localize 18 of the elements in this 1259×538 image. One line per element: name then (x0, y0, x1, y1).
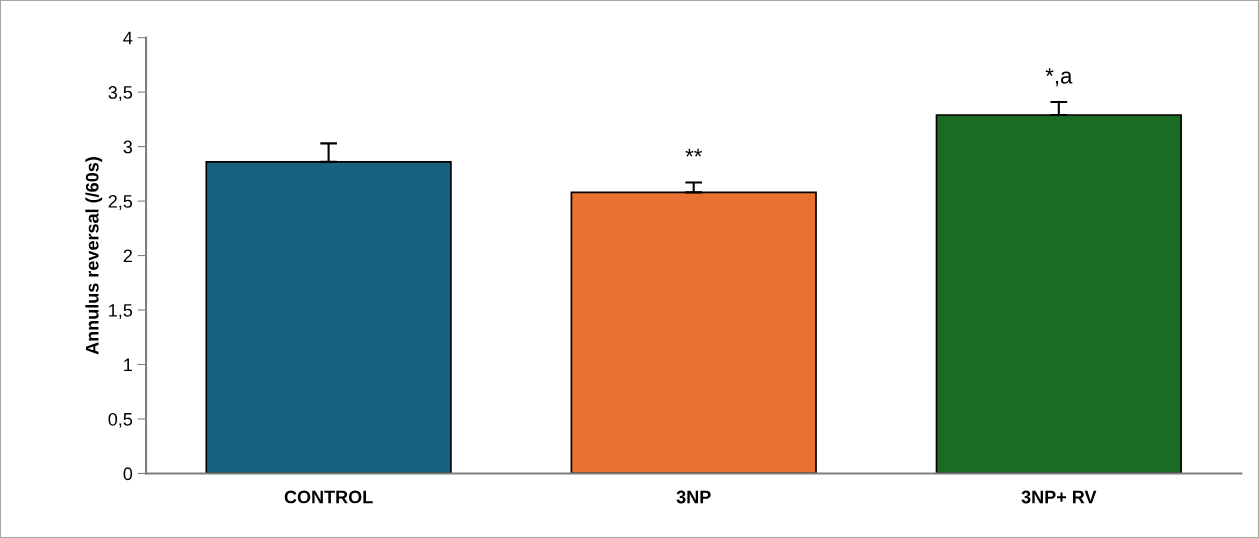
y-tick-label: 3 (123, 140, 133, 154)
y-tick-label: 1,5 (109, 304, 133, 319)
y-tick-label: 3,5 (108, 86, 133, 101)
x-tick-label: CONTROL (284, 490, 373, 504)
y-axis-title: Annulus reversal (/60s) (85, 157, 103, 355)
y-tick-label: 0 (123, 467, 133, 481)
bar (205, 161, 452, 474)
x-tick-label: 3NP+ RV (1021, 490, 1097, 504)
y-tick-label: 2,5 (108, 195, 133, 210)
annotation: *,a (1045, 68, 1073, 87)
y-tick-label: 0,5 (108, 412, 133, 428)
x-tick-label: 3NP (676, 490, 711, 504)
y-tick-label: 2 (123, 249, 132, 263)
y-tick-label: 4 (123, 31, 133, 45)
bar (570, 191, 817, 474)
bar (935, 114, 1182, 474)
annotation: ** (685, 148, 703, 157)
y-tick-label: 1 (124, 358, 132, 372)
